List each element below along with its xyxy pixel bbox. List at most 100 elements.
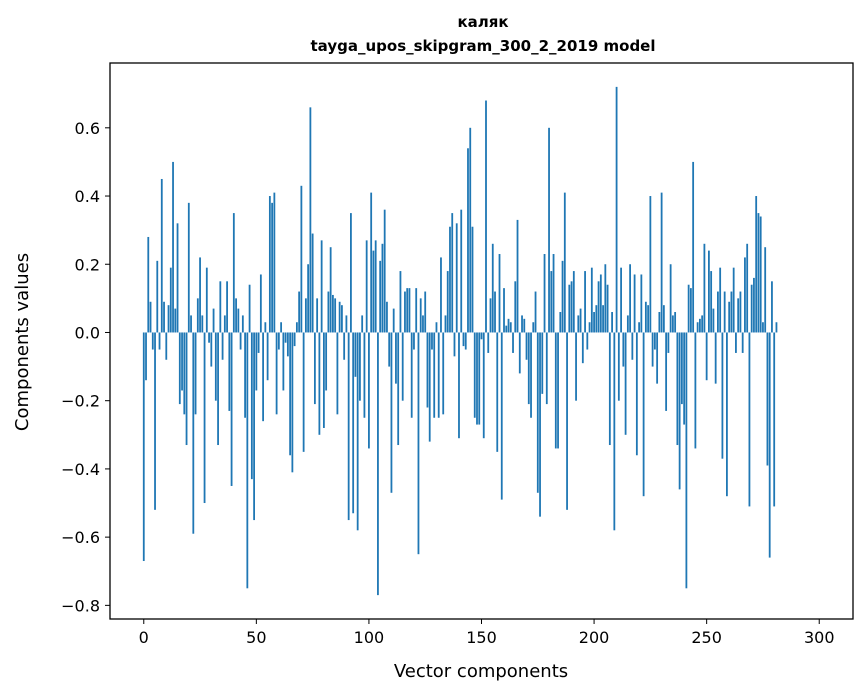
bar-125 bbox=[424, 291, 427, 333]
bar-279 bbox=[771, 281, 773, 333]
y-axis-label: Components values bbox=[12, 253, 33, 431]
bar-53 bbox=[262, 332, 264, 422]
bar-106 bbox=[381, 243, 384, 333]
bar-140 bbox=[458, 332, 460, 439]
bar-1 bbox=[145, 332, 147, 381]
bar-156 bbox=[494, 291, 496, 333]
bar-26 bbox=[201, 315, 204, 333]
bar-165 bbox=[514, 281, 517, 333]
bar-105 bbox=[379, 260, 382, 333]
bar-215 bbox=[626, 315, 629, 333]
bar-129 bbox=[433, 332, 436, 418]
bar-123 bbox=[419, 298, 422, 333]
bar-155 bbox=[491, 243, 494, 333]
bar-185 bbox=[559, 312, 562, 333]
bar-5 bbox=[154, 332, 156, 510]
bar-119 bbox=[410, 332, 413, 418]
y-tick-label: −0.2 bbox=[61, 392, 100, 411]
bar-250 bbox=[705, 332, 708, 381]
bar-91 bbox=[347, 332, 350, 521]
bar-21 bbox=[190, 315, 192, 333]
bar-104 bbox=[377, 332, 379, 596]
bar-131 bbox=[437, 332, 440, 418]
bar-201 bbox=[595, 305, 598, 333]
bar-178 bbox=[543, 254, 546, 333]
bar-240 bbox=[683, 332, 686, 425]
bar-46 bbox=[246, 332, 249, 589]
bar-263 bbox=[735, 332, 737, 353]
bar-196 bbox=[584, 271, 586, 333]
bar-216 bbox=[629, 264, 631, 333]
bar-111 bbox=[392, 308, 395, 333]
bar-184 bbox=[557, 332, 559, 449]
bar-171 bbox=[527, 332, 530, 405]
y-tick-label: −0.4 bbox=[61, 460, 100, 479]
bar-27 bbox=[203, 332, 206, 504]
bar-281 bbox=[775, 322, 778, 333]
bar-243 bbox=[689, 288, 692, 333]
bar-80 bbox=[322, 332, 325, 428]
bar-234 bbox=[669, 264, 672, 333]
bar-195 bbox=[581, 332, 584, 364]
bar-32 bbox=[214, 332, 217, 401]
bar-177 bbox=[541, 332, 544, 394]
bar-260 bbox=[728, 301, 731, 333]
y-tick-label: −0.8 bbox=[61, 596, 100, 615]
bar-58 bbox=[273, 192, 276, 333]
bar-118 bbox=[408, 288, 411, 333]
bar-217 bbox=[631, 332, 634, 360]
bar-45 bbox=[244, 332, 246, 418]
bar-206 bbox=[606, 284, 609, 333]
chart-title: каляк bbox=[457, 13, 508, 31]
bar-241 bbox=[685, 332, 688, 589]
y-tick-label: −0.6 bbox=[61, 528, 100, 547]
bar-266 bbox=[741, 332, 744, 353]
bar-130 bbox=[435, 322, 438, 333]
bar-122 bbox=[417, 332, 420, 555]
bar-143 bbox=[464, 332, 467, 350]
bar-137 bbox=[451, 213, 454, 333]
bar-62 bbox=[282, 332, 285, 391]
bar-31 bbox=[212, 308, 215, 333]
bar-79 bbox=[320, 240, 323, 333]
bar-50 bbox=[255, 332, 258, 391]
bar-70 bbox=[300, 185, 303, 333]
bar-8 bbox=[160, 178, 163, 333]
bar-214 bbox=[624, 332, 627, 435]
bar-238 bbox=[678, 332, 681, 490]
bar-197 bbox=[586, 332, 589, 350]
bar-138 bbox=[453, 332, 456, 357]
bar-121 bbox=[415, 288, 418, 333]
bar-37 bbox=[226, 281, 228, 333]
bar-145 bbox=[469, 127, 472, 333]
bar-176 bbox=[539, 332, 541, 517]
bar-112 bbox=[395, 332, 397, 384]
x-tick-label: 200 bbox=[579, 628, 610, 647]
bar-236 bbox=[674, 312, 677, 333]
bar-200 bbox=[593, 312, 595, 333]
bar-232 bbox=[665, 332, 668, 411]
bar-244 bbox=[692, 161, 695, 333]
bar-139 bbox=[455, 223, 458, 333]
bar-211 bbox=[617, 332, 620, 401]
bar-114 bbox=[399, 271, 402, 333]
bar-29 bbox=[208, 332, 210, 343]
bar-19 bbox=[185, 332, 188, 446]
bar-34 bbox=[219, 281, 222, 333]
bar-226 bbox=[651, 332, 654, 367]
bar-108 bbox=[386, 301, 388, 333]
bar-76 bbox=[313, 332, 316, 405]
bars-group bbox=[142, 86, 778, 596]
bar-6 bbox=[156, 260, 159, 333]
bar-135 bbox=[446, 271, 449, 333]
bar-39 bbox=[230, 332, 233, 486]
bar-168 bbox=[521, 315, 523, 333]
bar-169 bbox=[523, 318, 526, 333]
bar-57 bbox=[271, 202, 274, 333]
bar-181 bbox=[550, 271, 553, 333]
bar-227 bbox=[653, 332, 656, 350]
bar-159 bbox=[500, 332, 503, 500]
bar-78 bbox=[318, 332, 321, 435]
bar-198 bbox=[588, 322, 591, 333]
bar-237 bbox=[676, 332, 679, 446]
